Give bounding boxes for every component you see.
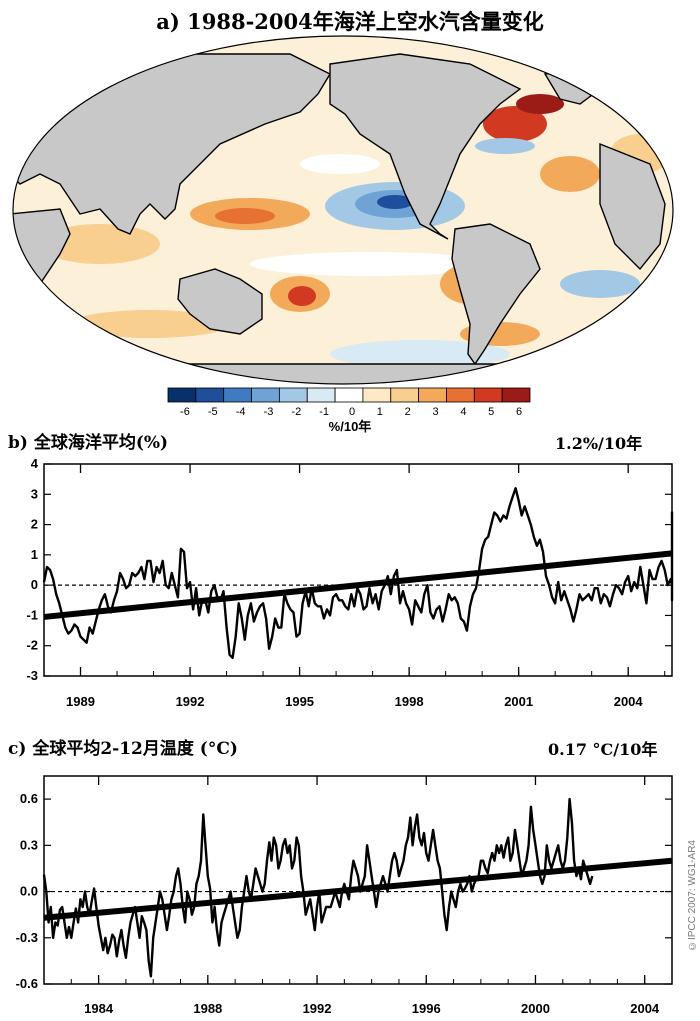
y-tick-label: 0.0 — [20, 884, 38, 899]
africa-east-land — [599, 142, 666, 271]
y-tick-label: 2 — [31, 517, 38, 532]
colorbar-swatch — [251, 387, 280, 403]
anomaly-blob-neutral — [300, 154, 380, 174]
x-tick-label: 2004 — [630, 1001, 660, 1016]
x-tick-label: 1995 — [285, 694, 314, 709]
colorbar-swatch — [334, 387, 364, 403]
colorbar-tick-label: -2 — [291, 406, 301, 418]
y-tick-label: -3 — [26, 668, 38, 683]
colorbar-swatch — [390, 387, 420, 403]
anomaly-blob-negative — [377, 195, 413, 209]
x-tick-label: 1996 — [412, 1001, 441, 1016]
panel-b-title: b) 全球海洋平均(%) — [8, 433, 169, 453]
colorbar-swatch — [418, 387, 447, 403]
anomaly-blob-positive — [15, 294, 65, 334]
australia-land — [177, 268, 263, 335]
north-america-land — [329, 53, 522, 240]
panel-c-chart: -0.6 -0.3 0.0 0.3 0.6 1984 1988 1992 1996 2000 200… — [16, 775, 673, 1016]
eurasia-land — [13, 53, 331, 235]
y-tick-label: 0.3 — [20, 837, 38, 852]
y-tick-label: -0.3 — [16, 930, 38, 945]
colorbar-swatch — [223, 387, 252, 403]
colorbar-tick-label: -3 — [264, 406, 274, 418]
data-series-line — [42, 487, 674, 660]
anomaly-blob-positive — [516, 94, 564, 114]
colorbar-tick-label: 5 — [488, 406, 494, 418]
colorbar-swatch — [362, 387, 392, 403]
map-globe — [13, 36, 673, 384]
panel-b-trend-label: 1.2%/10年 — [555, 434, 643, 453]
colorbar-swatch — [278, 387, 308, 403]
colorbar-tick-label: -5 — [208, 406, 218, 418]
x-tick-label: 2000 — [521, 1001, 550, 1016]
anomaly-blob-neutral — [250, 252, 490, 276]
globe-outline — [12, 35, 674, 385]
y-tick-label: -0.6 — [16, 976, 38, 991]
y-tick-label: 4 — [31, 456, 39, 471]
colorbar-tick-label: 6 — [516, 406, 522, 418]
y-tick-label: 0.6 — [20, 791, 38, 806]
colorbar-swatch — [306, 387, 336, 403]
y-tick-label: 1 — [31, 547, 38, 562]
panel-b-chart: -3 -2 -1 0 1 2 3 4 1989 1992 1995 1998 2001 2004 — [26, 456, 674, 709]
trend-line — [43, 857, 673, 921]
ocean-water-vapor-map: -6 -5 -4 -3 -2 -1 0 1 2 3 4 5 6 %/10年 — [12, 35, 674, 434]
colorbar-tick-label: 0 — [349, 406, 355, 418]
colorbar-swatch — [167, 387, 197, 403]
x-tick-label: 1984 — [84, 1001, 114, 1016]
colorbar-swatch — [501, 387, 531, 403]
panel-c-trend-label: 0.17 °C/10年 — [548, 740, 658, 759]
x-tick-label: 2001 — [504, 694, 533, 709]
colorbar-tick-label: -1 — [319, 406, 329, 418]
colorbar-tick-label: 1 — [377, 406, 383, 418]
colorbar-tick-label: -4 — [236, 406, 246, 418]
y-tick-label: -1 — [26, 607, 38, 622]
south-america-land — [451, 223, 541, 366]
map-title: a) 1988-2004年海洋上空水汽含量变化 — [156, 9, 544, 34]
data-series-line — [42, 797, 594, 978]
x-tick-label: 1989 — [66, 694, 95, 709]
colorbar-tick-label: -6 — [180, 406, 190, 418]
y-tick-label: 0 — [31, 577, 38, 592]
colorbar-tick-label: 3 — [432, 406, 438, 418]
anomaly-blob-negative — [560, 270, 640, 298]
panel-c-title: c) 全球平均2-12月温度 (°C) — [8, 739, 238, 759]
plot-frame — [43, 463, 673, 677]
trend-line — [43, 550, 673, 620]
colorbar-swatch — [473, 387, 503, 403]
x-tick-label: 2004 — [614, 694, 644, 709]
anomaly-blob-negative — [330, 340, 510, 368]
y-tick-label: -2 — [26, 638, 38, 653]
anomaly-blob-positive — [215, 208, 275, 224]
x-tick-label: 1992 — [176, 694, 205, 709]
y-tick-label: 3 — [31, 486, 38, 501]
anomaly-blob-negative — [475, 138, 535, 154]
colorbar-tick-label: 4 — [460, 406, 466, 418]
anomaly-blob-positive — [70, 310, 230, 338]
colorbar: -6 -5 -4 -3 -2 -1 0 1 2 3 4 5 6 — [167, 387, 531, 418]
anomaly-blob-positive — [540, 156, 600, 192]
anomaly-blob-positive — [483, 106, 547, 142]
x-tick-label: 1988 — [193, 1001, 222, 1016]
x-tick-label: 1992 — [303, 1001, 332, 1016]
x-tick-label: 1998 — [395, 694, 424, 709]
colorbar-unit-label: %/10年 — [329, 419, 372, 434]
colorbar-swatch — [195, 387, 225, 403]
ipcc-credit: ©IPCC 2007: WG1-AR4 — [687, 840, 698, 952]
colorbar-tick-label: 2 — [405, 406, 411, 418]
colorbar-swatch — [446, 387, 475, 403]
anomaly-blob-positive — [288, 286, 316, 306]
